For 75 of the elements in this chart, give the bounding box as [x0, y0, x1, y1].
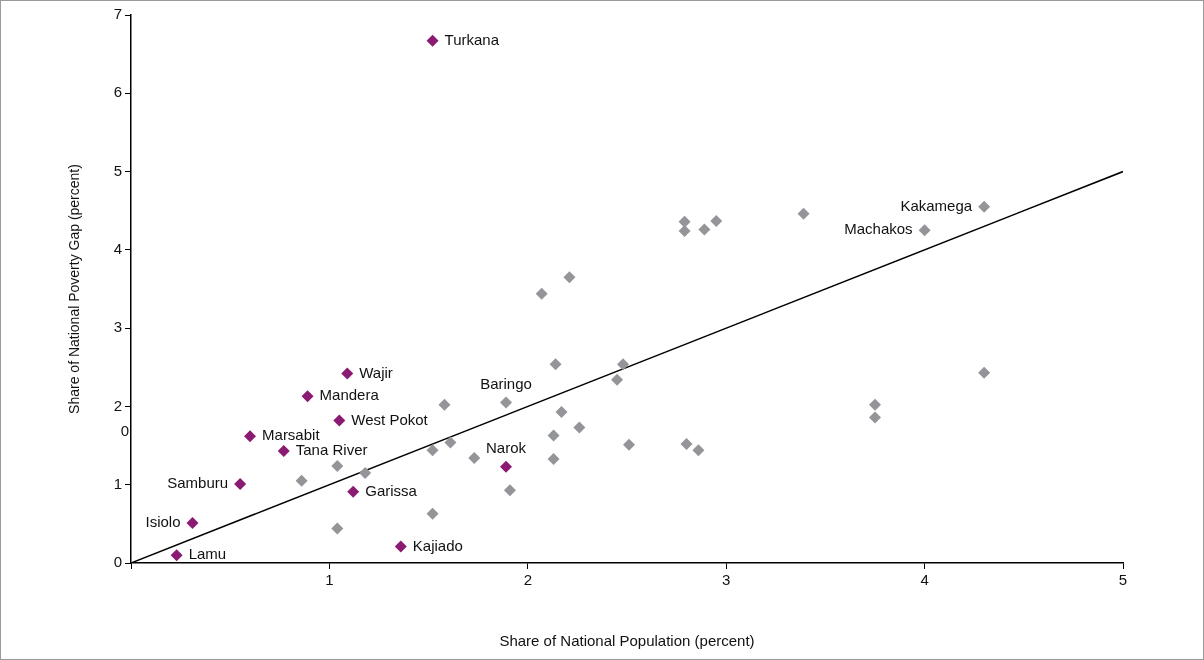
- point: [918, 224, 931, 237]
- point: [277, 445, 290, 458]
- point: [426, 444, 439, 457]
- point: [499, 396, 512, 409]
- annotation: Turkana: [444, 30, 500, 48]
- point: [555, 405, 568, 418]
- point: [563, 271, 576, 284]
- point: [547, 452, 560, 465]
- y-tick-label: 7: [113, 5, 122, 23]
- point: [978, 200, 991, 213]
- point: [186, 517, 199, 530]
- annotation: Machakos: [844, 220, 913, 238]
- point: [359, 466, 372, 479]
- x-axis-title: Share of National Population (percent): [499, 632, 755, 650]
- point: [331, 522, 344, 535]
- point: [438, 398, 451, 411]
- point: [499, 460, 512, 473]
- point: [444, 436, 457, 449]
- point: [547, 429, 560, 442]
- annotation: Samburu: [167, 474, 229, 492]
- point: [503, 484, 516, 497]
- point: [234, 477, 247, 490]
- point: [170, 549, 183, 562]
- y-tick-label: 3: [113, 318, 122, 336]
- annotation: Kakamega: [900, 196, 973, 214]
- y-tick-label: 0: [113, 553, 122, 571]
- point: [869, 411, 881, 424]
- y-tick-label: 2: [113, 396, 122, 414]
- point: [468, 452, 481, 465]
- annotation: Wajir: [359, 363, 393, 381]
- point: [692, 444, 705, 457]
- point: [426, 507, 439, 520]
- point: [394, 540, 407, 553]
- point: [698, 223, 711, 236]
- point: [301, 390, 314, 403]
- point: [426, 34, 439, 47]
- point: [611, 373, 624, 386]
- point: [295, 474, 308, 487]
- y-tick-label: 4: [113, 240, 122, 257]
- point: [680, 438, 693, 451]
- y-tick-label: 6: [113, 83, 122, 101]
- point: [341, 367, 354, 380]
- annotation: Kajiado: [412, 536, 463, 554]
- point: [244, 430, 257, 443]
- annotation: West Pokot: [351, 410, 429, 428]
- y-tick-label: 5: [113, 161, 122, 179]
- point: [549, 358, 562, 371]
- x-tick-label: 1: [325, 571, 334, 589]
- point: [347, 485, 360, 498]
- x-tick-label: 4: [920, 571, 929, 589]
- annotation: Garissa: [365, 481, 418, 499]
- annotation: Tana River: [295, 441, 368, 459]
- annotation: Lamu: [188, 545, 227, 563]
- annotation: Narok: [485, 438, 527, 456]
- point: [678, 215, 691, 228]
- annotation: Mandera: [319, 386, 380, 404]
- x-tick-label: 5: [1118, 571, 1128, 589]
- point: [573, 421, 586, 434]
- x-tick-label: 3: [722, 571, 731, 589]
- point: [978, 366, 991, 379]
- point: [710, 214, 723, 227]
- point: [331, 459, 344, 472]
- y-axis-title: Share of National Poverty Gap (percent): [66, 164, 83, 414]
- annotation: Marsabit: [262, 426, 321, 444]
- x-tick-label: 2: [523, 571, 532, 589]
- y-tick-label: 1: [113, 474, 122, 492]
- point: [678, 225, 691, 238]
- point: [535, 287, 548, 300]
- annotation: Isiolo: [145, 513, 181, 531]
- point: [617, 358, 630, 371]
- point: [797, 207, 810, 220]
- annotation: Baringo: [480, 374, 532, 392]
- point: [869, 398, 881, 411]
- point: [333, 414, 346, 427]
- point: [622, 438, 635, 451]
